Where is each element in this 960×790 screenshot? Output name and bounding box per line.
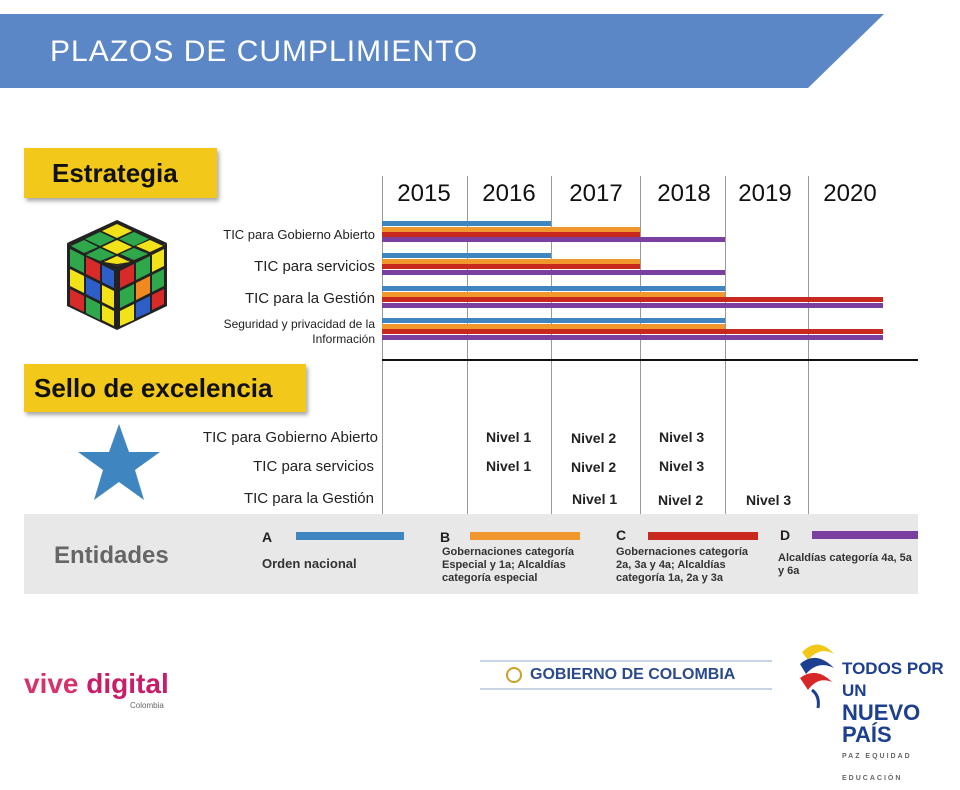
level-label: Nivel 1 bbox=[486, 458, 532, 474]
legend-letter-a: A bbox=[262, 529, 273, 545]
bar-c-gobierno-abierto bbox=[382, 232, 640, 237]
legend-swatch-a bbox=[296, 532, 404, 540]
rubik-cube-icon bbox=[67, 220, 167, 330]
bar-d-gestion bbox=[382, 303, 883, 308]
grid-line bbox=[382, 176, 383, 514]
todos-por-un-nuevo-pais-logo: TODOS POR UN NUEVO PAÍS PAZ EQUIDAD EDUC… bbox=[842, 658, 960, 790]
bar-a-servicios bbox=[382, 253, 551, 258]
year-2015: 2015 bbox=[397, 180, 451, 207]
legend-letter-d: D bbox=[780, 527, 791, 543]
estrategia-row-label: TIC para la Gestión bbox=[244, 290, 375, 307]
bar-b-gestion bbox=[382, 292, 725, 297]
level-label: Nivel 2 bbox=[658, 492, 704, 508]
legend-swatch-c bbox=[648, 532, 758, 540]
level-label: Nivel 3 bbox=[746, 492, 792, 508]
estrategia-row-label: TIC para Gobierno Abierto bbox=[223, 227, 375, 242]
bar-b-servicios bbox=[382, 259, 640, 264]
year-2018: 2018 bbox=[657, 180, 711, 207]
legend-desc-d: Alcaldías categoría 4a, 5a y 6a bbox=[778, 552, 912, 577]
entidades-legend: Entidades A Orden nacional B Gobernacion… bbox=[24, 514, 918, 594]
digital-text: digital bbox=[86, 668, 169, 699]
grid-line bbox=[640, 176, 641, 514]
estrategia-row-label-line1: Seguridad y privacidad de la bbox=[223, 317, 375, 331]
level-label: Nivel 3 bbox=[659, 458, 705, 474]
tpu-line1: TODOS POR UN bbox=[842, 659, 944, 700]
grid-line bbox=[725, 176, 726, 514]
entidades-title: Entidades bbox=[54, 542, 169, 569]
grid-line bbox=[808, 176, 809, 514]
legend-desc-b: Gobernaciones categoría Especial y 1a; A… bbox=[442, 546, 575, 584]
bar-d-gobierno-abierto bbox=[382, 237, 725, 242]
level-label: Nivel 1 bbox=[572, 491, 618, 507]
header-banner bbox=[0, 14, 884, 88]
sello-row-label: TIC para Gobierno Abierto bbox=[202, 429, 378, 446]
vive-digital-logo: vive digital bbox=[24, 668, 169, 700]
page-title: PLAZOS DE CUMPLIMIENTO bbox=[50, 35, 479, 68]
level-label: Nivel 3 bbox=[659, 429, 705, 445]
year-2019: 2019 bbox=[738, 180, 792, 207]
legend-swatch-b bbox=[470, 532, 580, 540]
star-icon bbox=[78, 424, 160, 500]
grid-line bbox=[551, 176, 552, 514]
vive-text: vive bbox=[24, 668, 79, 699]
bar-c-gestion bbox=[382, 297, 883, 302]
grid-line bbox=[467, 176, 468, 514]
estrategia-row-label-line2: Información bbox=[312, 332, 375, 346]
bar-a-gestion bbox=[382, 286, 725, 291]
sello-badge: Sello de excelencia bbox=[24, 364, 306, 412]
bar-d-seguridad bbox=[382, 335, 883, 340]
bar-d-servicios bbox=[382, 270, 725, 275]
year-2017: 2017 bbox=[569, 180, 623, 207]
bar-c-servicios bbox=[382, 264, 640, 269]
bar-b-gobierno-abierto bbox=[382, 227, 640, 232]
bar-b-seguridad bbox=[382, 324, 725, 329]
year-2016: 2016 bbox=[482, 180, 536, 207]
estrategia-row-label: Seguridad y privacidad de la Información bbox=[224, 317, 375, 347]
legend-swatch-d bbox=[812, 531, 918, 539]
flag-logo-icon bbox=[800, 644, 834, 709]
estrategia-badge: Estrategia bbox=[24, 148, 217, 198]
level-label: Nivel 2 bbox=[571, 430, 617, 446]
sello-row-label: TIC para servicios bbox=[253, 458, 374, 475]
coat-of-arms-icon bbox=[506, 667, 522, 683]
legend-desc-a: Orden nacional bbox=[262, 556, 357, 571]
sello-row-label: TIC para la Gestión bbox=[243, 490, 374, 507]
bar-a-gobierno-abierto bbox=[382, 221, 551, 226]
legend-letter-b: B bbox=[440, 529, 451, 545]
legend-letter-c: C bbox=[616, 527, 627, 543]
level-label: Nivel 1 bbox=[486, 429, 532, 445]
gobierno-logo: GOBIERNO DE COLOMBIA bbox=[480, 660, 772, 690]
tpu-line3: PAZ EQUIDAD EDUCACIÓN bbox=[842, 753, 912, 782]
gobierno-text: GOBIERNO DE COLOMBIA bbox=[530, 666, 736, 683]
tpu-line2: NUEVO PAÍS bbox=[842, 700, 921, 747]
year-2020: 2020 bbox=[823, 180, 877, 207]
section-divider bbox=[382, 359, 918, 361]
bar-a-seguridad bbox=[382, 318, 725, 323]
bar-c-seguridad bbox=[382, 329, 883, 334]
level-label: Nivel 2 bbox=[571, 459, 617, 475]
legend-desc-c: Gobernaciones categoría 2a, 3a y 4a; Alc… bbox=[616, 546, 749, 584]
estrategia-row-label: TIC para servicios bbox=[254, 258, 375, 275]
vive-digital-sub: Colombia bbox=[130, 701, 164, 710]
